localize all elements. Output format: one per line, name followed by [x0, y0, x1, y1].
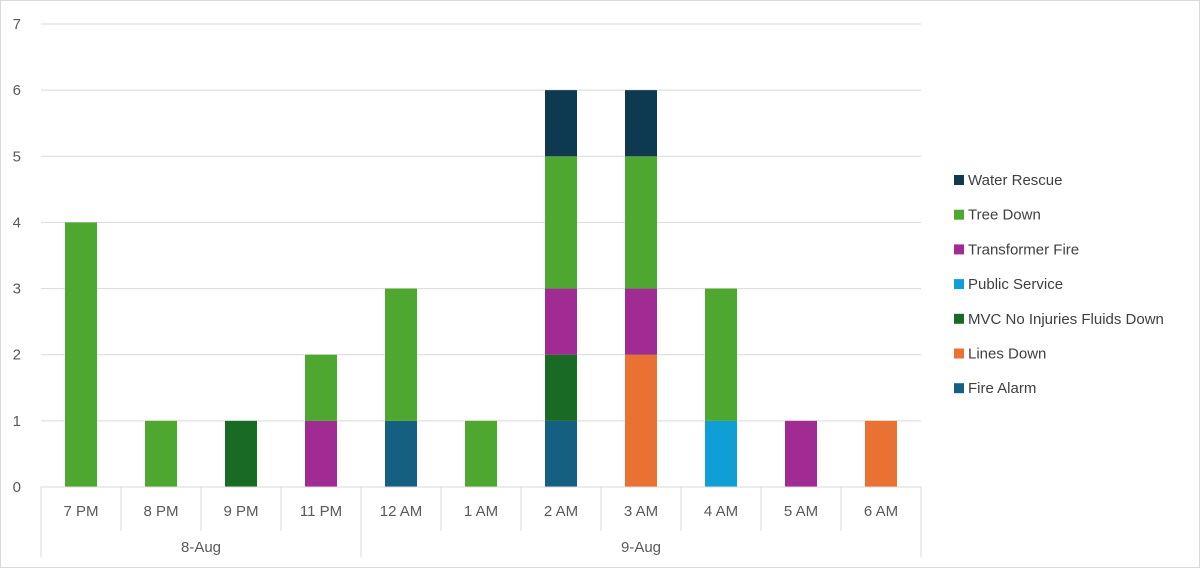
group-label: 9-Aug	[621, 539, 661, 556]
bar-segment-transformer-fire	[625, 288, 657, 355]
bar-segment-tree-down	[705, 288, 737, 421]
legend-swatch	[954, 313, 964, 324]
y-tick-label: 2	[13, 347, 21, 364]
x-tick-label: 8 PM	[143, 503, 178, 520]
x-tick-label: 4 AM	[704, 503, 738, 520]
bar-segment-mvc-no-injuries-fluids-down	[225, 420, 257, 487]
bar-segment-tree-down	[465, 420, 497, 487]
bar-segment-transformer-fire	[785, 420, 817, 487]
bar-segment-tree-down	[65, 222, 97, 487]
group-label: 8-Aug	[181, 539, 221, 556]
x-tick-label: 12 AM	[380, 503, 423, 520]
x-tick-label: 2 AM	[544, 503, 578, 520]
legend-label: Tree Down	[968, 207, 1041, 224]
axes: 0 1 2 3 4 5 6 7 7 PM 8 PM 9 PM 11 PM 12 AM 1 AM 2 AM 3 …	[13, 16, 922, 557]
bar-segment-tree-down	[305, 354, 337, 421]
y-tick-label: 5	[13, 148, 21, 165]
y-tick-label: 1	[13, 413, 21, 430]
legend: Water Rescue Tree Down Transformer Fire Pub…	[954, 172, 1164, 397]
bar-segment-transformer-fire	[305, 420, 337, 487]
y-tick-label: 3	[13, 281, 21, 298]
y-tick-label: 4	[13, 214, 21, 231]
legend-label: Water Rescue	[968, 172, 1062, 189]
bar-segment-tree-down	[545, 156, 577, 289]
x-tick-label: 5 AM	[784, 503, 818, 520]
bar-segment-tree-down	[385, 288, 417, 421]
legend-label: Lines Down	[968, 346, 1046, 363]
y-tick-label: 0	[13, 479, 21, 496]
bar-segment-water-rescue	[625, 90, 657, 157]
legend-swatch	[954, 175, 964, 185]
x-tick-label: 9 PM	[223, 503, 258, 520]
bar-segment-lines-down	[625, 354, 657, 487]
bar-segment-public-service	[705, 420, 737, 487]
x-tick-label: 11 PM	[300, 503, 342, 520]
legend-swatch	[954, 244, 964, 255]
legend-swatch	[954, 279, 964, 290]
bar-segment-tree-down	[145, 420, 177, 487]
x-tick-label: 6 AM	[864, 503, 898, 520]
bar-segment-transformer-fire	[545, 288, 577, 355]
legend-label: Transformer Fire	[968, 241, 1079, 258]
bar-segment-lines-down	[865, 420, 897, 487]
bar-segment-water-rescue	[545, 90, 577, 157]
legend-label: MVC No Injuries Fluids Down	[968, 311, 1164, 328]
legend-swatch	[954, 348, 964, 359]
x-tick-label: 3 AM	[624, 503, 658, 520]
legend-label: Public Service	[968, 276, 1063, 293]
bar-segment-fire-alarm	[385, 420, 417, 487]
legend-swatch	[954, 383, 964, 394]
bar-segment-mvc-no-injuries-fluids-down	[545, 354, 577, 421]
legend-swatch	[954, 209, 964, 220]
y-tick-label: 6	[13, 82, 21, 99]
y-tick-label: 7	[13, 16, 21, 33]
bar-segment-fire-alarm	[545, 420, 577, 487]
x-tick-label: 1 AM	[464, 503, 498, 520]
bars	[65, 90, 897, 487]
bar-segment-tree-down	[625, 156, 657, 289]
x-tick-label: 7 PM	[63, 503, 98, 520]
gridlines	[41, 23, 921, 422]
legend-label: Fire Alarm	[968, 380, 1036, 397]
